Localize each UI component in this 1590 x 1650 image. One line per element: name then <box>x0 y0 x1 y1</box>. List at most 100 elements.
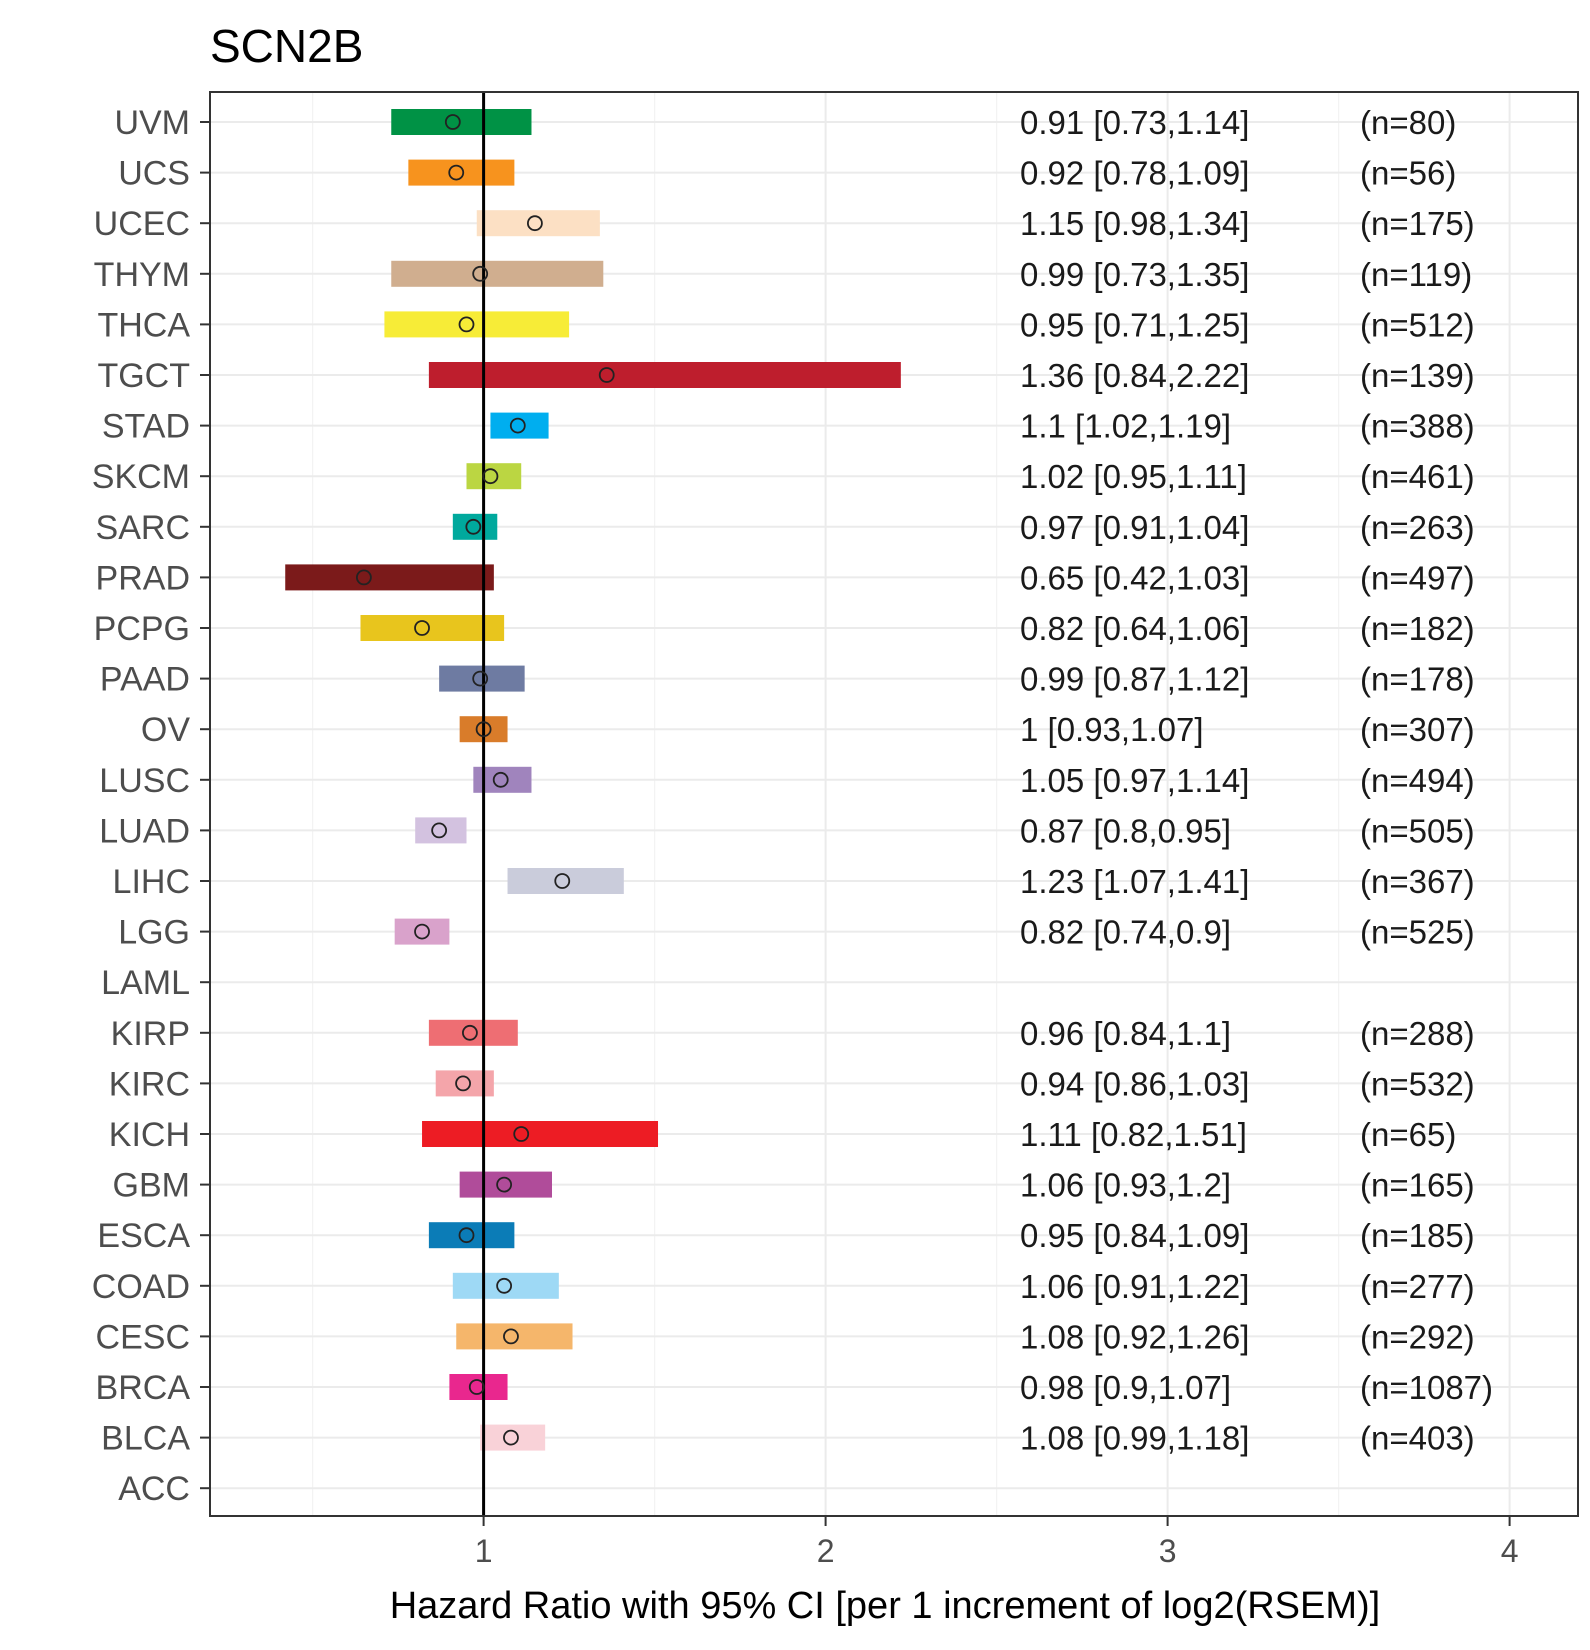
hr-ci-text-lgg: 0.82 [0.74,0.9] <box>1020 914 1231 951</box>
hr-ci-text-lusc: 1.05 [0.97,1.14] <box>1020 762 1249 799</box>
ci-bar-kirp <box>428 1019 518 1046</box>
ci-bar-skcm <box>466 463 522 490</box>
hr-point-kich <box>513 1126 530 1142</box>
y-tick-label-brca: BRCA <box>96 1369 191 1407</box>
y-tick-label-luad: LUAD <box>99 812 190 850</box>
ci-bar-gbm <box>459 1171 552 1198</box>
hr-ci-text-ucec: 1.15 [0.98,1.34] <box>1020 205 1249 242</box>
hr-ci-text-tgct: 1.36 [0.84,2.22] <box>1020 357 1249 394</box>
hr-point-tgct <box>598 367 615 383</box>
hr-points <box>355 114 615 1446</box>
hr-annotations: 0.91 [0.73,1.14] (n=80) 0.92 [0.78,1.09] (n… <box>1020 104 1493 1457</box>
y-tick-label-laml: LAML <box>101 964 190 1002</box>
n-count-ov: (n=307) <box>1360 711 1475 748</box>
ci-bar-thym <box>391 260 604 287</box>
hr-ci-text-luad: 0.87 [0.8,0.95] <box>1020 812 1231 849</box>
n-count-stad: (n=388) <box>1360 408 1475 445</box>
ci-bar-cesc <box>456 1323 573 1350</box>
ci-bar-thca <box>384 311 570 338</box>
y-tick-label-ucs: UCS <box>118 155 190 193</box>
n-count-kirp: (n=288) <box>1360 1015 1475 1052</box>
n-count-thym: (n=119) <box>1360 256 1472 293</box>
y-tick-label-coad: COAD <box>92 1268 190 1306</box>
hr-point-ov <box>475 721 492 738</box>
y-tick-label-cesc: CESC <box>96 1318 190 1356</box>
y-tick-label-ucec: UCEC <box>94 205 190 243</box>
hr-ci-text-prad: 0.65 [0.42,1.03] <box>1020 559 1249 596</box>
n-count-ucec: (n=175) <box>1360 205 1475 242</box>
hr-point-lgg <box>414 923 430 940</box>
hr-ci-text-skcm: 1.02 [0.95,1.11] <box>1020 458 1247 495</box>
y-tick-label-pcpg: PCPG <box>94 610 190 648</box>
y-tick-label-tgct: TGCT <box>97 357 190 395</box>
ci-bar-kich <box>422 1121 659 1147</box>
ci-bar-lihc <box>507 868 624 894</box>
y-tick-label-uvm: UVM <box>114 104 190 142</box>
ci-bar-brca <box>449 1374 508 1400</box>
n-count-skcm: (n=461) <box>1360 458 1475 495</box>
hr-ci-text-lihc: 1.23 [1.07,1.41] <box>1020 863 1249 900</box>
ci-bar-lusc <box>473 766 532 793</box>
ci-bar-pcpg <box>360 615 505 641</box>
n-count-esca: (n=185) <box>1360 1217 1475 1254</box>
hr-point-pcpg <box>414 620 430 636</box>
x-tick-label: 2 <box>817 1533 835 1569</box>
y-tick-label-prad: PRAD <box>96 559 190 597</box>
n-count-paad: (n=178) <box>1360 661 1475 698</box>
ci-bar-kirc <box>435 1070 494 1097</box>
hr-point-thca <box>458 316 475 333</box>
n-count-uvm: (n=80) <box>1360 104 1456 141</box>
y-tick-label-lihc: LIHC <box>113 863 190 901</box>
hr-point-ucs <box>448 164 465 181</box>
hr-point-luad <box>431 822 448 839</box>
ci-bars <box>285 109 901 1451</box>
hr-point-lihc <box>554 873 571 889</box>
y-tick-label-blca: BLCA <box>101 1420 190 1458</box>
x-tick-label: 3 <box>1159 1533 1177 1569</box>
ci-bar-ucec <box>476 210 600 237</box>
hr-point-gbm <box>496 1176 513 1193</box>
hr-point-paad <box>472 670 489 687</box>
ci-bar-tgct <box>428 362 901 388</box>
n-count-sarc: (n=263) <box>1360 509 1475 546</box>
n-count-lusc: (n=494) <box>1360 762 1475 799</box>
n-count-kirc: (n=532) <box>1360 1065 1475 1102</box>
hr-ci-text-ov: 1 [0.93,1.07] <box>1020 711 1203 748</box>
y-tick-label-kich: KICH <box>109 1116 190 1154</box>
y-tick-label-thca: THCA <box>97 306 190 344</box>
n-count-brca: (n=1087) <box>1360 1369 1493 1406</box>
ci-bar-blca <box>480 1424 546 1451</box>
y-tick-label-stad: STAD <box>102 408 190 446</box>
ci-bar-luad <box>415 817 467 844</box>
ci-bar-ucs <box>408 159 515 186</box>
n-count-gbm: (n=165) <box>1360 1167 1475 1204</box>
hr-ci-text-gbm: 1.06 [0.93,1.2] <box>1020 1167 1231 1204</box>
grid <box>312 92 1511 1516</box>
hr-ci-text-esca: 0.95 [0.84,1.09] <box>1020 1217 1249 1254</box>
hr-point-blca <box>503 1429 519 1446</box>
y-tick-label-acc: ACC <box>118 1470 190 1508</box>
ci-bar-prad <box>285 564 494 591</box>
hr-ci-text-paad: 0.99 [0.87,1.12] <box>1020 661 1249 698</box>
y-tick-label-kirp: KIRP <box>111 1015 190 1053</box>
y-axis: UVM UCS UCEC THYM THCA TGCT STAD SKCM SARC PRAD PC… <box>92 104 210 1508</box>
n-count-cesc: (n=292) <box>1360 1318 1475 1355</box>
hr-point-ucec <box>527 215 543 232</box>
y-tick-label-sarc: SARC <box>96 509 190 547</box>
ci-bar-stad <box>490 412 549 439</box>
y-tick-label-ov: OV <box>141 711 190 749</box>
hr-point-prad <box>355 569 372 586</box>
n-count-pcpg: (n=182) <box>1360 610 1475 647</box>
ci-bar-esca <box>428 1222 515 1249</box>
n-count-luad: (n=505) <box>1360 812 1475 849</box>
n-count-lihc: (n=367) <box>1360 863 1475 900</box>
hr-ci-text-uvm: 0.91 [0.73,1.14] <box>1020 104 1249 141</box>
hr-point-kirc <box>455 1075 471 1092</box>
y-tick-label-lgg: LGG <box>118 914 190 952</box>
hr-ci-text-ucs: 0.92 [0.78,1.09] <box>1020 155 1249 192</box>
x-tick-label: 4 <box>1501 1533 1519 1569</box>
y-tick-label-gbm: GBM <box>113 1167 190 1205</box>
n-count-tgct: (n=139) <box>1360 357 1475 394</box>
n-count-thca: (n=512) <box>1360 306 1475 343</box>
